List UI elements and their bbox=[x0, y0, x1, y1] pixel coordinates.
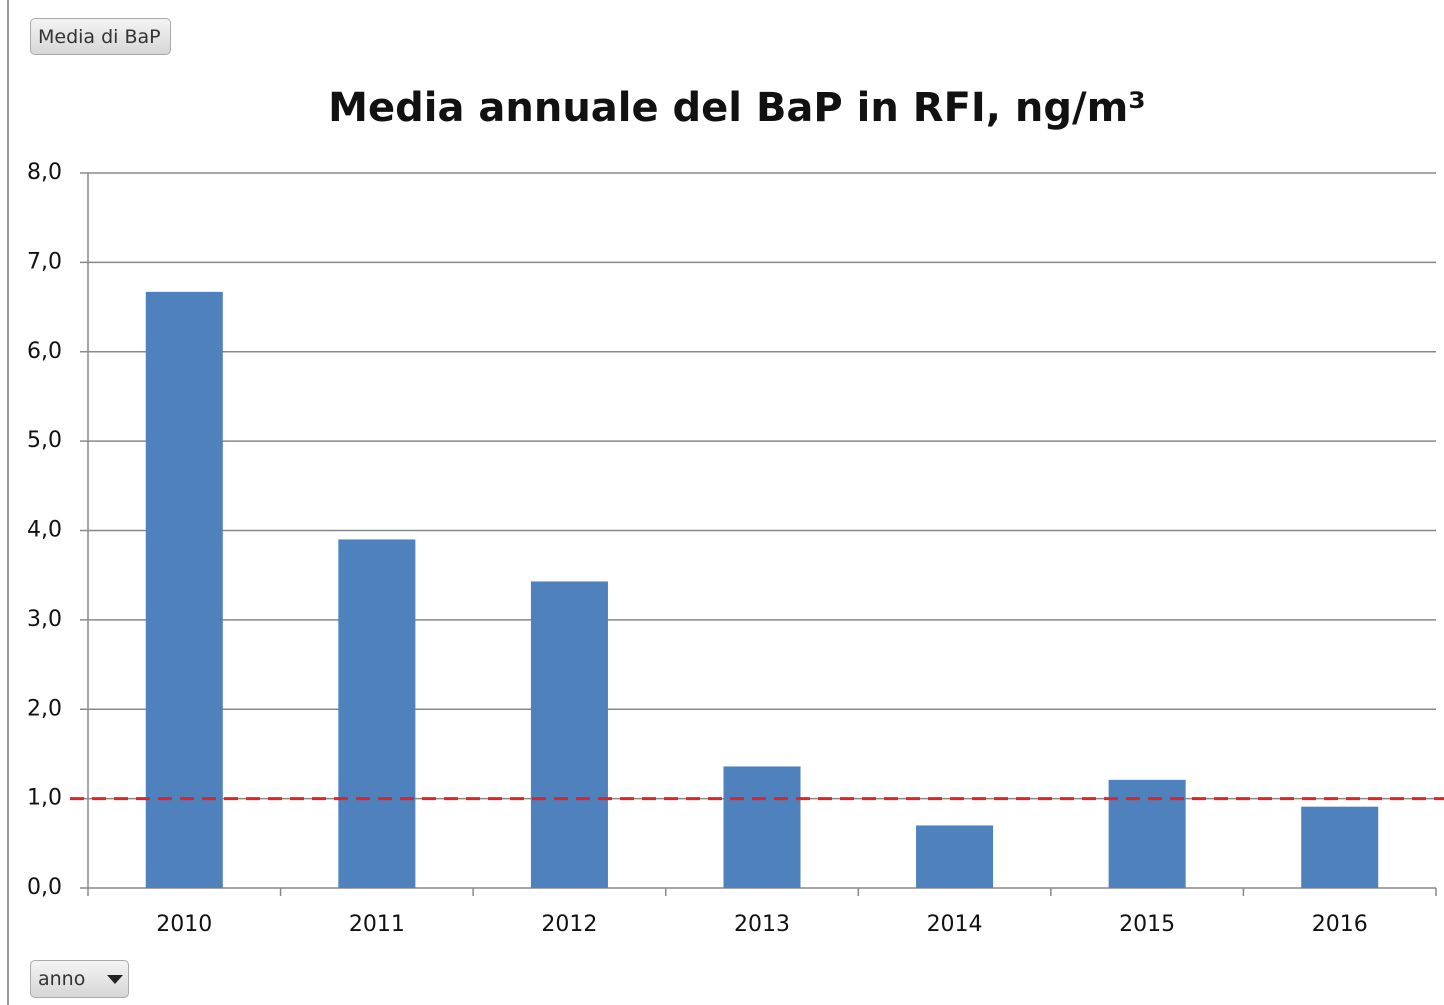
y-tick-label: 7,0 bbox=[27, 249, 62, 274]
y-tick-label: 1,0 bbox=[27, 786, 62, 811]
y-tick-label: 4,0 bbox=[27, 518, 62, 543]
x-tick-label: 2014 bbox=[927, 912, 983, 937]
chart-title: Media annuale del BaP in RFI, ng/m³ bbox=[328, 85, 1146, 131]
bar bbox=[1301, 806, 1379, 888]
y-tick-label: 5,0 bbox=[27, 428, 62, 453]
dropdown-arrow bbox=[107, 975, 124, 984]
y-tick-label: 8,0 bbox=[27, 160, 62, 185]
y-tick-label: 3,0 bbox=[27, 607, 62, 632]
bar bbox=[1108, 779, 1186, 888]
y-tick-label: 6,0 bbox=[27, 339, 62, 364]
x-tick-label: 2011 bbox=[349, 912, 405, 937]
bar bbox=[145, 291, 223, 888]
bar bbox=[723, 766, 801, 888]
y-tick-label: 2,0 bbox=[27, 696, 62, 721]
y-tick-label: 0,0 bbox=[27, 875, 62, 900]
bar bbox=[530, 581, 608, 888]
axis-field-button[interactable]: anno bbox=[30, 960, 129, 998]
button-label: anno bbox=[38, 968, 86, 990]
x-tick-label: 2015 bbox=[1119, 912, 1175, 937]
bar bbox=[338, 539, 416, 888]
bar bbox=[916, 825, 994, 888]
value-field-button[interactable]: Media di BaP bbox=[30, 18, 171, 55]
x-tick-label: 2010 bbox=[156, 912, 212, 937]
x-tick-label: 2013 bbox=[734, 912, 790, 937]
x-tick-label: 2016 bbox=[1312, 912, 1368, 937]
button-label: Media di BaP bbox=[38, 25, 161, 48]
x-tick-label: 2012 bbox=[541, 912, 597, 937]
